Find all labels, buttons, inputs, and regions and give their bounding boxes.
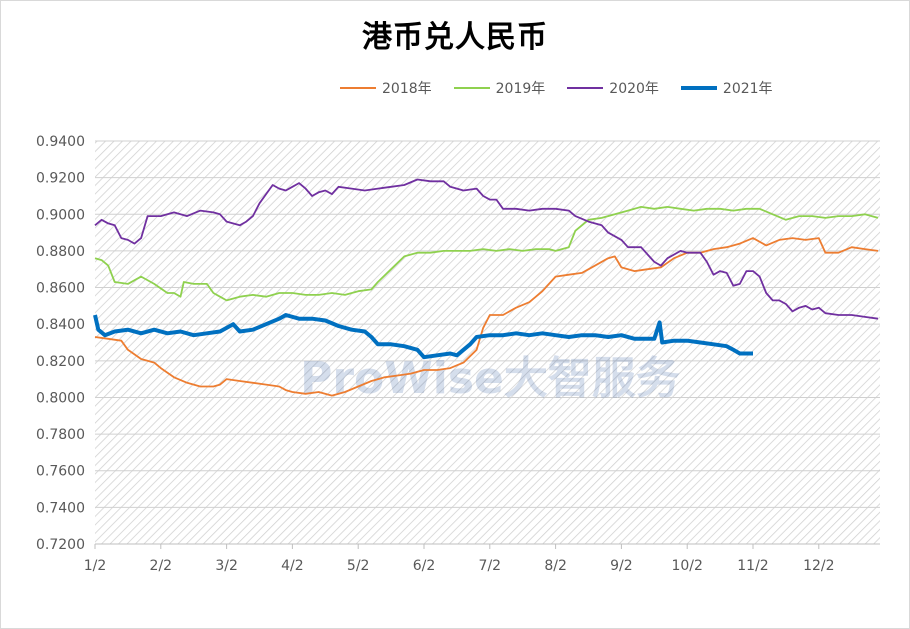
x-tick-label: 7/2 xyxy=(479,558,502,574)
x-axis: 1/2 2/2 3/2 4/2 5/2 6/2 7/2 8/2 9/2 10/2 11/2 12/2 xyxy=(84,543,880,574)
series-layer xyxy=(93,178,879,397)
y-tick-label: 0.8800 xyxy=(36,244,85,260)
series-line-2018 xyxy=(94,237,879,397)
legend-swatch xyxy=(453,87,490,89)
x-tick-label: 11/2 xyxy=(737,558,768,574)
x-tick-label: 3/2 xyxy=(215,558,238,574)
x-tick-label: 2/2 xyxy=(150,558,173,574)
x-tick-label: 12/2 xyxy=(803,558,834,574)
y-tick-label: 0.9400 xyxy=(36,134,85,150)
y-tick-label: 0.8400 xyxy=(36,317,85,333)
y-tick-label: 0.7800 xyxy=(36,427,85,443)
x-tick-label: 1/2 xyxy=(84,558,107,574)
legend-item-2018: 2018年 xyxy=(340,78,432,98)
plot-area xyxy=(95,141,880,544)
legend-label: 2018年 xyxy=(382,81,432,97)
legend-label: 2019年 xyxy=(495,81,546,97)
gridlines xyxy=(95,140,880,545)
x-tick-label: 4/2 xyxy=(281,558,304,574)
legend-label: 2021年 xyxy=(722,81,773,97)
x-tick-label: 6/2 xyxy=(413,558,436,574)
legend-label: 2020年 xyxy=(609,81,659,97)
chart-title: 港币兑人民币 xyxy=(362,20,548,55)
y-tick-label: 0.7600 xyxy=(36,464,85,480)
x-tick-label: 8/2 xyxy=(544,558,567,574)
y-tick-label: 0.8200 xyxy=(36,354,85,370)
watermark-text: ProWise大智服务 xyxy=(300,353,680,404)
y-axis: 0.9400 0.9200 0.9000 0.8800 0.8600 0.8400 0.82… xyxy=(36,134,85,553)
legend-swatch xyxy=(340,87,376,89)
y-tick-label: 0.7200 xyxy=(36,537,85,553)
series-line-2021 xyxy=(93,313,753,360)
legend-item-2021: 2021年 xyxy=(680,78,773,98)
legend-swatch xyxy=(567,87,604,89)
x-tick-label: 10/2 xyxy=(671,558,702,574)
watermark: ProWise大智服务 xyxy=(300,353,680,404)
series-line-2020 xyxy=(94,178,879,320)
x-tick-label: 9/2 xyxy=(610,558,633,574)
legend-swatch xyxy=(680,86,717,90)
y-tick-label: 0.9200 xyxy=(36,171,85,187)
x-tick-label: 5/2 xyxy=(347,558,370,574)
y-tick-label: 0.8600 xyxy=(36,281,85,297)
y-tick-label: 0.9000 xyxy=(36,207,85,223)
y-tick-label: 0.8000 xyxy=(36,390,85,406)
y-tick-label: 0.7400 xyxy=(36,500,85,516)
legend: 2018年 2019年 2020年 2021年 xyxy=(340,78,795,98)
legend-item-2019: 2019年 xyxy=(453,78,546,98)
legend-item-2020: 2020年 xyxy=(567,78,659,98)
series-line-2019 xyxy=(94,205,879,302)
